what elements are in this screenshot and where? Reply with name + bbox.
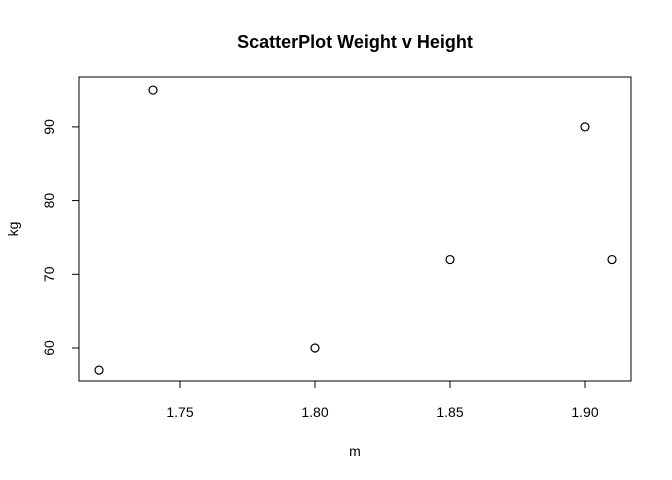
data-point [580, 122, 590, 132]
y-axis-ticks: 60 70 80 90 [41, 119, 79, 356]
data-point [148, 85, 158, 95]
x-tick-label: 1.75 [166, 404, 193, 420]
x-tick-label: 1.90 [571, 404, 598, 420]
data-point [445, 254, 455, 265]
y-tick-label: 60 [41, 340, 57, 356]
data-point [94, 365, 104, 375]
x-axis-label: m [349, 443, 361, 459]
data-point [607, 254, 617, 265]
plot-frame [78, 76, 632, 382]
chart-title: ScatterPlot Weight v Height [237, 32, 473, 52]
x-tick-label: 1.80 [301, 404, 328, 420]
data-points [94, 85, 617, 375]
y-tick-label: 90 [41, 119, 57, 135]
x-tick-label: 1.85 [436, 404, 463, 420]
x-axis-ticks: 1.75 1.80 1.85 1.90 [166, 381, 599, 420]
y-tick-label: 70 [41, 266, 57, 282]
y-axis-label: kg [5, 222, 21, 237]
data-point [310, 343, 320, 353]
y-tick-label: 80 [41, 193, 57, 209]
